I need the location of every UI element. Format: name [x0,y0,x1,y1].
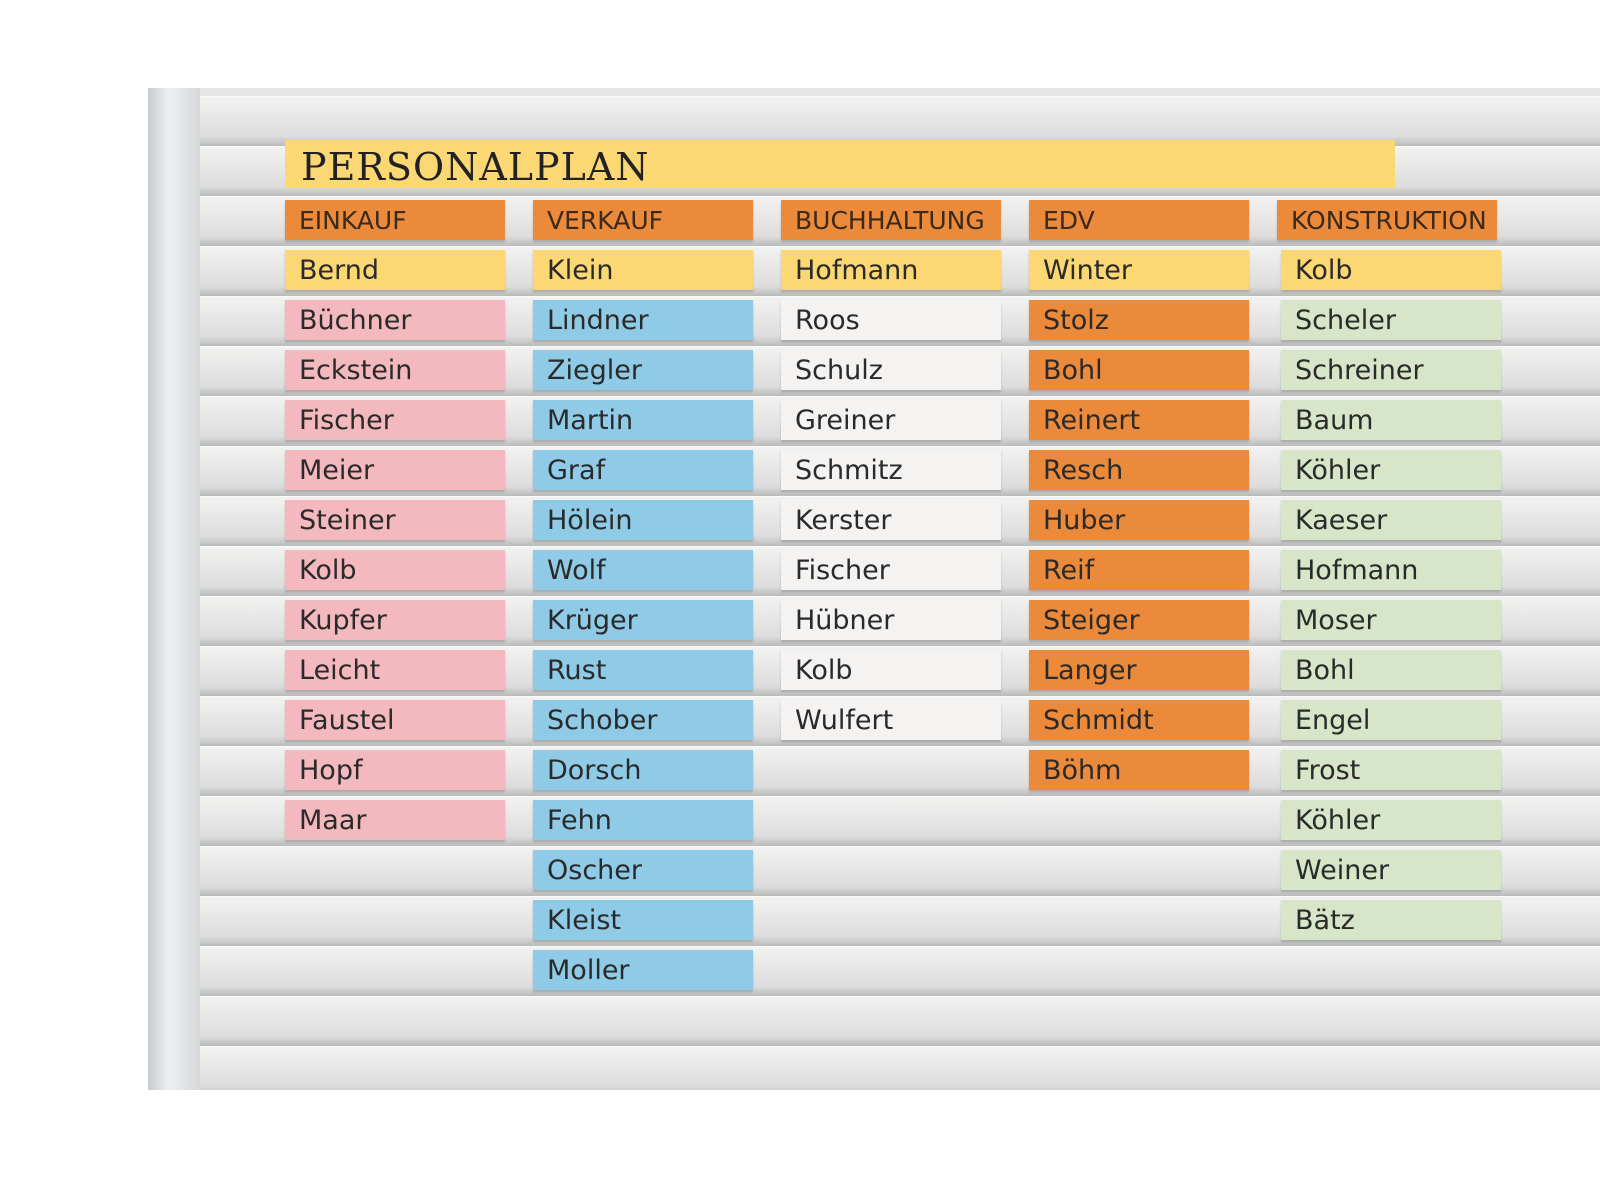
name-card: Kolb [285,550,505,590]
column-header: VERKAUF [533,200,753,240]
name-card: Stolz [1029,300,1249,340]
name-card: Bohl [1029,350,1249,390]
name-card: Fehn [533,800,753,840]
name-card: Schober [533,700,753,740]
name-card: Büchner [285,300,505,340]
column-header: BUCHHALTUNG [781,200,1001,240]
name-card: Klein [533,250,753,290]
name-card: Reif [1029,550,1249,590]
name-card: Wolf [533,550,753,590]
slat [200,996,1600,1046]
name-card: Schmidt [1029,700,1249,740]
name-card: Schulz [781,350,1001,390]
name-card: Frost [1281,750,1501,790]
name-card: Dorsch [533,750,753,790]
name-card: Scheler [1281,300,1501,340]
name-card: Winter [1029,250,1249,290]
name-card: Krüger [533,600,753,640]
name-card: Oscher [533,850,753,890]
name-card: Faustel [285,700,505,740]
name-card: Martin [533,400,753,440]
column-header: EDV [1029,200,1249,240]
slat [200,946,1600,996]
name-card: Hofmann [1281,550,1501,590]
name-card: Köhler [1281,800,1501,840]
name-card: Steiner [285,500,505,540]
name-card: Huber [1029,500,1249,540]
name-card: Langer [1029,650,1249,690]
name-card: Resch [1029,450,1249,490]
name-card: Graf [533,450,753,490]
name-card: Fischer [285,400,505,440]
column-header: EINKAUF [285,200,505,240]
board: PERSONALPLAN EINKAUF Bernd Büchner Eckstein… [200,88,1600,1090]
name-card: Kolb [781,650,1001,690]
name-card: Steiger [1029,600,1249,640]
name-card: Baum [1281,400,1501,440]
name-card: Köhler [1281,450,1501,490]
name-card: Greiner [781,400,1001,440]
name-card: Hölein [533,500,753,540]
name-card: Schmitz [781,450,1001,490]
name-card: Moller [533,950,753,990]
name-card: Leicht [285,650,505,690]
board-title: PERSONALPLAN [285,140,1395,189]
name-card: Kaeser [1281,500,1501,540]
column-header: KONSTRUKTION [1277,200,1497,240]
name-card: Moser [1281,600,1501,640]
name-card: Reinert [1029,400,1249,440]
slat [200,96,1600,146]
name-card: Fischer [781,550,1001,590]
name-card: Kleist [533,900,753,940]
name-card: Weiner [1281,850,1501,890]
name-card: Bohl [1281,650,1501,690]
name-card: Bernd [285,250,505,290]
name-card: Bätz [1281,900,1501,940]
name-card: Kupfer [285,600,505,640]
board-frame [148,88,200,1090]
name-card: Maar [285,800,505,840]
name-card: Roos [781,300,1001,340]
name-card: Schreiner [1281,350,1501,390]
name-card: Wulfert [781,700,1001,740]
name-card: Rust [533,650,753,690]
name-card: Ziegler [533,350,753,390]
name-card: Hübner [781,600,1001,640]
slat [200,1046,1600,1090]
name-card: Meier [285,450,505,490]
name-card: Hofmann [781,250,1001,290]
name-card: Böhm [1029,750,1249,790]
name-card: Kerster [781,500,1001,540]
name-card: Lindner [533,300,753,340]
name-card: Hopf [285,750,505,790]
name-card: Eckstein [285,350,505,390]
name-card: Kolb [1281,250,1501,290]
name-card: Engel [1281,700,1501,740]
